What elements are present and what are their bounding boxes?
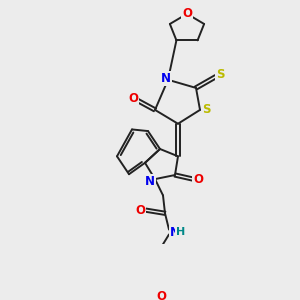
Text: S: S (216, 68, 224, 81)
Text: N: N (161, 72, 171, 85)
Text: O: O (135, 203, 145, 217)
Text: O: O (128, 92, 138, 105)
Text: O: O (193, 172, 203, 186)
Text: N: N (170, 226, 180, 238)
Text: O: O (156, 290, 166, 300)
Text: O: O (182, 7, 192, 20)
Text: H: H (176, 227, 186, 237)
Text: N: N (145, 175, 155, 188)
Text: S: S (202, 103, 210, 116)
